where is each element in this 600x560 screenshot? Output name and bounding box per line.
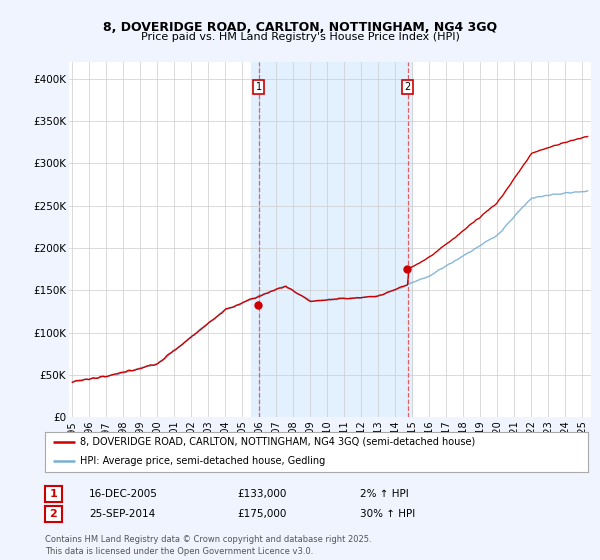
Text: 8, DOVERIDGE ROAD, CARLTON, NOTTINGHAM, NG4 3GQ (semi-detached house): 8, DOVERIDGE ROAD, CARLTON, NOTTINGHAM, …	[80, 437, 476, 447]
Text: 16-DEC-2005: 16-DEC-2005	[89, 489, 158, 499]
Text: 2: 2	[405, 82, 411, 92]
Text: Price paid vs. HM Land Registry's House Price Index (HPI): Price paid vs. HM Land Registry's House …	[140, 32, 460, 43]
Text: 2% ↑ HPI: 2% ↑ HPI	[360, 489, 409, 499]
Bar	[251, 62, 412, 417]
Text: 2: 2	[50, 509, 57, 519]
Text: 25-SEP-2014: 25-SEP-2014	[89, 509, 155, 519]
Text: 1: 1	[50, 489, 57, 499]
Text: £133,000: £133,000	[237, 489, 286, 499]
Text: Contains HM Land Registry data © Crown copyright and database right 2025.
This d: Contains HM Land Registry data © Crown c…	[45, 535, 371, 556]
Text: 8, DOVERIDGE ROAD, CARLTON, NOTTINGHAM, NG4 3GQ: 8, DOVERIDGE ROAD, CARLTON, NOTTINGHAM, …	[103, 21, 497, 34]
Text: £175,000: £175,000	[237, 509, 286, 519]
Text: 30% ↑ HPI: 30% ↑ HPI	[360, 509, 415, 519]
Text: HPI: Average price, semi-detached house, Gedling: HPI: Average price, semi-detached house,…	[80, 456, 326, 466]
Text: 1: 1	[256, 82, 262, 92]
